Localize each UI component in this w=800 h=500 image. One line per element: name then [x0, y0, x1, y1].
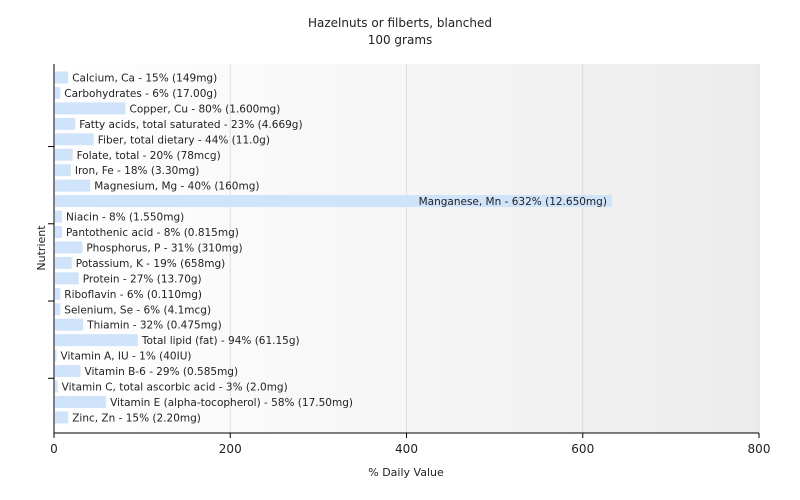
bar-label: Riboflavin - 6% (0.110mg) [64, 289, 202, 301]
chart-subtitle: 100 grams [368, 33, 433, 47]
bar-label: Calcium, Ca - 15% (149mg) [72, 73, 217, 85]
x-tick-label: 0 [50, 442, 58, 456]
x-tick-label: 200 [219, 442, 242, 456]
bar [55, 71, 69, 84]
bar-label: Selenium, Se - 6% (4.1mcg) [64, 304, 211, 316]
bar-label: Carbohydrates - 6% (17.00g) [64, 88, 217, 100]
bar-label: Potassium, K - 19% (658mg) [76, 258, 226, 270]
bar [55, 195, 612, 208]
bar [55, 272, 79, 285]
y-axis-label: Nutrient [35, 225, 48, 271]
bar [55, 395, 107, 408]
bar-label: Iron, Fe - 18% (3.30mg) [75, 165, 199, 177]
bar [55, 117, 76, 130]
bar-label: Protein - 27% (13.70g) [83, 273, 202, 285]
bar-label: Folate, total - 20% (78mcg) [77, 150, 221, 162]
bar-label: Manganese, Mn - 632% (12.650mg) [419, 196, 607, 208]
bar [55, 318, 84, 331]
bar [55, 241, 83, 254]
bar [55, 256, 72, 269]
bar-label: Zinc, Zn - 15% (2.20mg) [72, 412, 201, 424]
bar [55, 148, 73, 161]
x-tick-label: 400 [395, 442, 418, 456]
bar-labels: Calcium, Ca - 15% (149mg) Carbohydrates -… [61, 73, 607, 425]
bar [55, 411, 69, 424]
bar-label: Fiber, total dietary - 44% (11.0g) [98, 134, 270, 146]
bar-label: Pantothenic acid - 8% (0.815mg) [66, 227, 239, 239]
bar [55, 133, 94, 146]
bar-label: Magnesium, Mg - 40% (160mg) [94, 181, 259, 193]
bar-label: Phosphorus, P - 31% (310mg) [86, 242, 242, 254]
bar [55, 86, 61, 99]
bar [55, 210, 63, 223]
bar [55, 380, 58, 393]
chart-title: Hazelnuts or filberts, blanched [308, 16, 492, 30]
bar [55, 349, 57, 362]
bar [55, 226, 63, 238]
bar [55, 287, 61, 300]
bar-label: Niacin - 8% (1.550mg) [66, 212, 184, 224]
bar-label: Vitamin A, IU - 1% (40IU) [61, 351, 192, 363]
x-tick-label: 800 [748, 442, 771, 456]
bar-label: Copper, Cu - 80% (1.600mg) [130, 103, 281, 115]
bar-label: Vitamin C, total ascorbic acid - 3% (2.0… [62, 382, 288, 394]
bar-label: Total lipid (fat) - 94% (61.15g) [141, 335, 300, 347]
bar-label: Vitamin E (alpha-tocopherol) - 58% (17.5… [110, 397, 353, 409]
bar [55, 365, 81, 378]
bar-label: Thiamin - 32% (0.475mg) [86, 320, 222, 332]
bars [55, 71, 612, 424]
x-ticks: 0 200 400 600 800 [50, 433, 770, 456]
bar [55, 334, 138, 347]
bar-label: Vitamin B-6 - 29% (0.585mg) [85, 366, 239, 378]
x-axis-label: % Daily Value [368, 466, 444, 479]
bar [55, 102, 126, 115]
bar [55, 164, 71, 177]
bar [55, 179, 91, 192]
bar-label: Fatty acids, total saturated - 23% (4.66… [79, 119, 302, 131]
gridlines [229, 64, 760, 433]
x-tick-label: 600 [571, 442, 594, 456]
bar [55, 303, 61, 316]
